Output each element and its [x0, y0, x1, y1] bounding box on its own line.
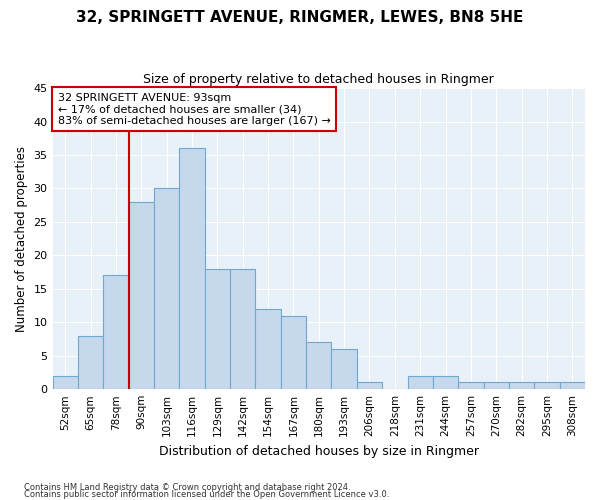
Title: Size of property relative to detached houses in Ringmer: Size of property relative to detached ho… — [143, 72, 494, 86]
Bar — [560, 382, 585, 389]
Bar — [128, 202, 154, 389]
Bar — [78, 336, 103, 389]
Bar — [256, 309, 281, 389]
Text: 32 SPRINGETT AVENUE: 93sqm
← 17% of detached houses are smaller (34)
83% of semi: 32 SPRINGETT AVENUE: 93sqm ← 17% of deta… — [58, 92, 331, 126]
Bar — [534, 382, 560, 389]
Text: Contains HM Land Registry data © Crown copyright and database right 2024.: Contains HM Land Registry data © Crown c… — [24, 484, 350, 492]
Bar — [230, 268, 256, 389]
Bar — [509, 382, 534, 389]
Bar — [306, 342, 331, 389]
Text: 32, SPRINGETT AVENUE, RINGMER, LEWES, BN8 5HE: 32, SPRINGETT AVENUE, RINGMER, LEWES, BN… — [76, 10, 524, 25]
Bar — [281, 316, 306, 389]
Bar — [103, 276, 128, 389]
Bar — [407, 376, 433, 389]
X-axis label: Distribution of detached houses by size in Ringmer: Distribution of detached houses by size … — [159, 444, 479, 458]
Y-axis label: Number of detached properties: Number of detached properties — [15, 146, 28, 332]
Bar — [484, 382, 509, 389]
Bar — [154, 188, 179, 389]
Bar — [357, 382, 382, 389]
Bar — [331, 349, 357, 389]
Bar — [433, 376, 458, 389]
Bar — [53, 376, 78, 389]
Bar — [179, 148, 205, 389]
Bar — [205, 268, 230, 389]
Bar — [458, 382, 484, 389]
Text: Contains public sector information licensed under the Open Government Licence v3: Contains public sector information licen… — [24, 490, 389, 499]
